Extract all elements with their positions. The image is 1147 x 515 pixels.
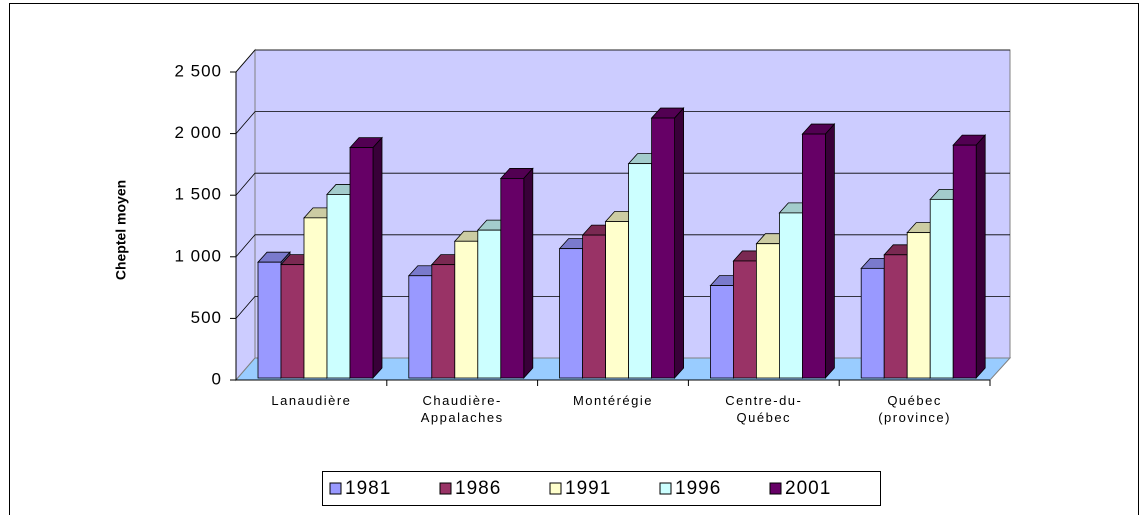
grid-line bbox=[235, 172, 1010, 196]
legend-label: 2001 bbox=[785, 478, 831, 499]
bar bbox=[349, 147, 374, 379]
legend-swatch bbox=[329, 482, 342, 495]
bar-side bbox=[674, 107, 684, 380]
bar-side bbox=[825, 123, 835, 380]
bar-side bbox=[975, 134, 986, 380]
legend-label: 1981 bbox=[345, 478, 391, 499]
y-tick-label: 1 500 bbox=[174, 185, 222, 204]
bar bbox=[733, 260, 757, 379]
bar bbox=[952, 144, 977, 379]
bar bbox=[883, 254, 908, 379]
legend-swatch bbox=[769, 482, 782, 495]
x-tick-label: Lanaudière bbox=[271, 393, 352, 408]
bar bbox=[756, 243, 780, 379]
bar bbox=[280, 264, 305, 379]
legend-swatch bbox=[659, 482, 672, 495]
bar bbox=[559, 248, 583, 379]
x-tick-label: Centre-du-Québec bbox=[725, 393, 803, 425]
bar bbox=[326, 194, 351, 379]
bar bbox=[582, 234, 606, 379]
bar bbox=[408, 275, 433, 379]
bar bbox=[802, 133, 826, 379]
bar-side bbox=[523, 167, 534, 380]
bar bbox=[929, 198, 954, 379]
x-tick-label: Chaudière-Appalaches bbox=[420, 393, 504, 425]
bar bbox=[605, 221, 629, 379]
y-tick-label: 500 bbox=[191, 308, 222, 327]
bar bbox=[303, 217, 328, 379]
bar bbox=[906, 232, 931, 379]
x-tick-label: Québec (province) bbox=[878, 393, 951, 425]
bar bbox=[454, 240, 479, 379]
bar bbox=[710, 285, 734, 379]
grid-line bbox=[235, 49, 1010, 73]
legend-box bbox=[322, 471, 881, 506]
bar bbox=[257, 261, 282, 379]
y-axis-title: Cheptel moyen bbox=[113, 180, 129, 280]
bar bbox=[431, 264, 456, 379]
bar bbox=[477, 229, 502, 379]
x-tick-label: Montérégie bbox=[572, 393, 654, 408]
bar-side bbox=[372, 136, 383, 380]
y-tick-label: 1 000 bbox=[174, 246, 222, 265]
grid-line bbox=[235, 111, 1010, 134]
bar bbox=[500, 178, 525, 379]
bar bbox=[860, 267, 885, 379]
y-tick-label: 2 500 bbox=[174, 61, 222, 80]
y-tick-label: 0 bbox=[212, 369, 222, 388]
legend-label: 1991 bbox=[565, 478, 611, 499]
bar bbox=[651, 117, 675, 379]
bar bbox=[628, 163, 652, 379]
legend-label: 1996 bbox=[675, 478, 721, 499]
legend-swatch bbox=[549, 482, 562, 495]
legend-label: 1986 bbox=[455, 478, 501, 499]
grid-line bbox=[235, 234, 1010, 258]
side-wall bbox=[235, 48, 256, 382]
y-tick-label: 2 000 bbox=[174, 123, 222, 142]
bar bbox=[779, 212, 803, 379]
legend-swatch bbox=[439, 482, 452, 495]
